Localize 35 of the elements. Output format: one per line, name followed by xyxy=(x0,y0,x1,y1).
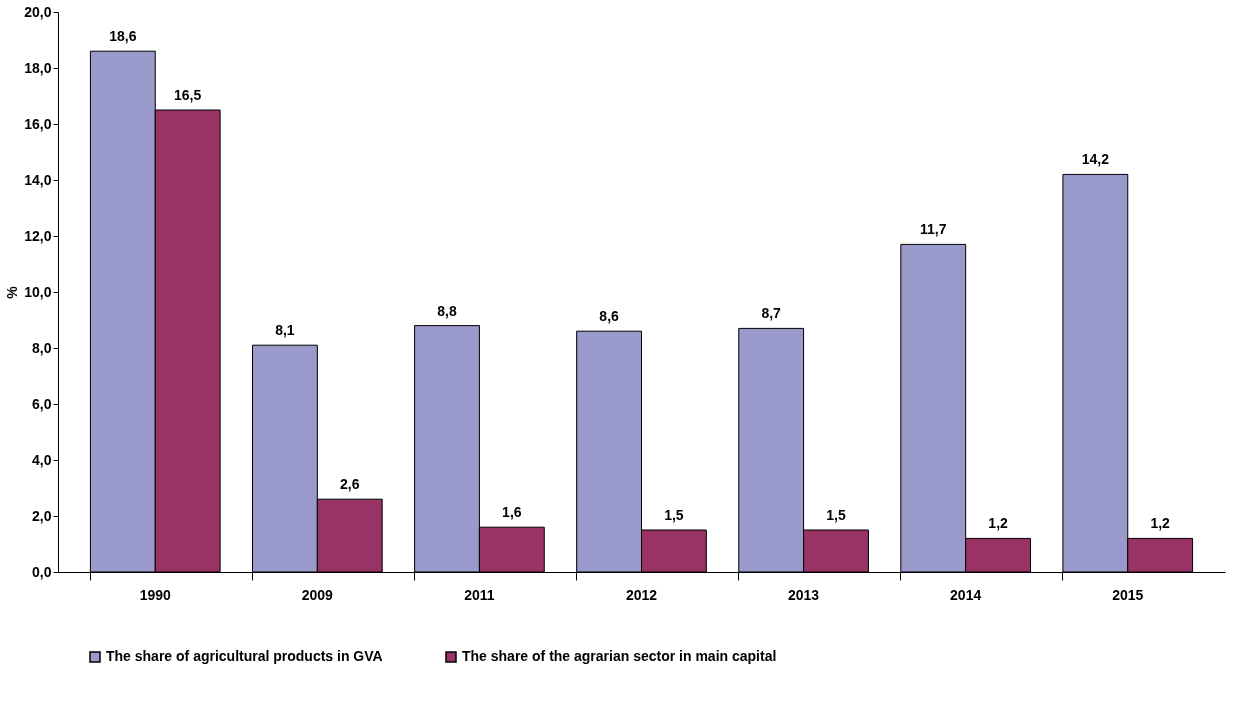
x-tick-label: 2013 xyxy=(788,586,820,603)
data-label: 2,6 xyxy=(340,476,360,493)
y-tick-label: 4,0 xyxy=(32,451,52,468)
y-tick-label: 14,0 xyxy=(24,171,52,188)
data-label: 1,5 xyxy=(664,507,684,523)
data-label: 1,6 xyxy=(502,504,522,521)
legend-label: The share of the agrarian sector in main capital xyxy=(462,648,777,664)
y-tick-label: 16,0 xyxy=(24,115,52,132)
x-tick-label: 2012 xyxy=(625,586,658,603)
data-label: 18,6 xyxy=(109,28,137,45)
y-tick-label: 6,0 xyxy=(32,395,52,412)
y-tick-label: 2,0 xyxy=(32,507,52,524)
y-tick-label: 0,0 xyxy=(32,563,52,580)
y-tick-label: 18,0 xyxy=(24,59,52,76)
x-tick-label: 2009 xyxy=(301,586,334,603)
y-tick-label: 8,0 xyxy=(32,339,52,356)
data-label: 11,7 xyxy=(920,221,947,238)
y-tick-label: 10,0 xyxy=(24,283,52,300)
y-axis-title: % xyxy=(4,285,21,299)
x-tick-label: 2014 xyxy=(950,586,982,603)
data-label: 8,6 xyxy=(599,308,620,325)
x-tick-label: 2015 xyxy=(1112,586,1144,603)
legend-label: The share of agricultural products in GVA xyxy=(106,648,383,664)
data-label: 8,7 xyxy=(761,305,782,322)
data-label: 1,5 xyxy=(826,507,846,523)
x-tick-label: 2011 xyxy=(464,586,495,603)
data-label: 14,2 xyxy=(1081,151,1110,168)
y-tick-label: 12,0 xyxy=(24,227,52,244)
data-label: 16,5 xyxy=(174,87,202,103)
data-label: 8,8 xyxy=(437,302,457,319)
data-label: 1,2 xyxy=(1150,515,1171,532)
y-tick-label: 20,0 xyxy=(24,3,52,20)
data-label: 1,2 xyxy=(988,515,1009,532)
x-tick-label: 1990 xyxy=(139,586,172,603)
data-label: 8,1 xyxy=(275,322,295,339)
